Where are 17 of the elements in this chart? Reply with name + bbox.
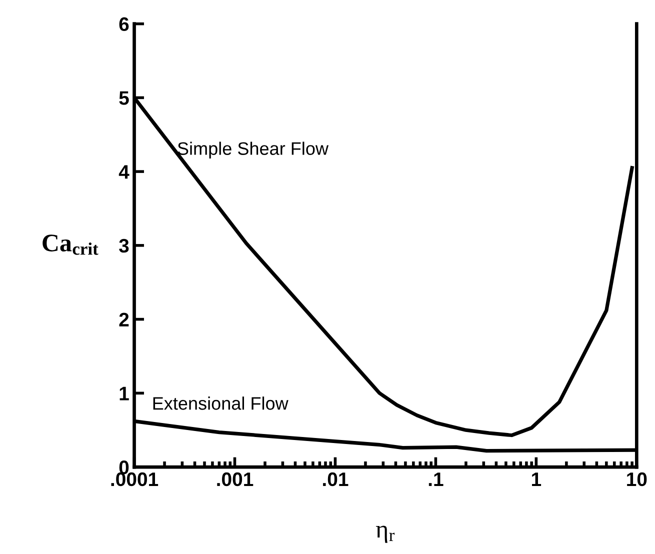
x-tick-label: .01 <box>323 472 348 486</box>
y-tick-label: 2 <box>119 312 129 326</box>
x-tick-label: 10 <box>627 472 647 486</box>
x-tick-label: .1 <box>428 472 444 486</box>
y-axis-title: Ca$_{crit}$ <box>42 234 98 255</box>
annotation: Extensional Flow <box>153 396 288 410</box>
x-axis-title: η$_{r}$ <box>376 526 395 543</box>
x-tick-label: .001 <box>217 472 254 486</box>
y-tick-label: 0 <box>119 460 129 474</box>
x-tick-label: .0001 <box>111 472 158 486</box>
annotation: Simple Shear Flow <box>178 142 329 159</box>
y-tick-label: 4 <box>118 165 130 179</box>
x-tick-label: 1 <box>532 472 542 486</box>
y-tick-label: 1 <box>120 386 129 400</box>
y-tick-label: 5 <box>119 91 129 105</box>
y-tick-label: 6 <box>119 17 129 32</box>
y-tick-label: 3 <box>119 238 129 253</box>
